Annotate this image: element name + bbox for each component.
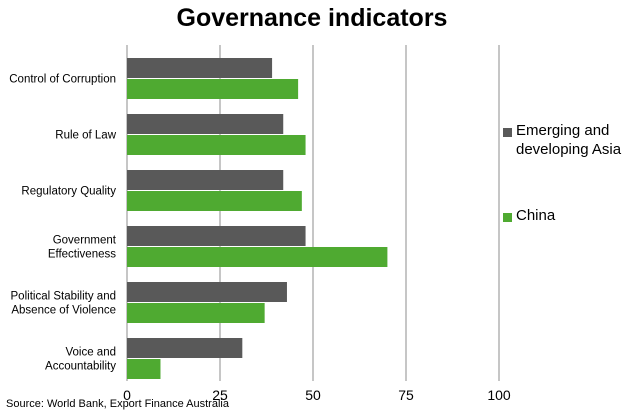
category-label: Regulatory Quality (21, 186, 116, 198)
bar-china (127, 359, 161, 379)
legend-label-china: China (516, 207, 556, 224)
legend-swatch-china (503, 213, 512, 222)
bar-emerging-asia (127, 170, 284, 190)
source-note: Source: World Bank, Export Finance Austr… (6, 398, 229, 410)
category-label: Rule of Law (55, 130, 116, 142)
category-label: Political Stability and Absence of Violen… (11, 291, 116, 317)
x-tick-label: 50 (305, 387, 321, 403)
legend-item-china: China (503, 206, 624, 225)
category-label: Voice and Accountability (45, 347, 116, 373)
bar-emerging-asia (127, 282, 287, 302)
bar-emerging-asia (127, 114, 284, 134)
bar-china (127, 79, 299, 99)
bar-emerging-asia (127, 338, 243, 358)
bar-china (127, 191, 302, 211)
x-tick-label: 100 (487, 387, 511, 403)
bar-china (127, 135, 306, 155)
bar-emerging-asia (127, 58, 273, 78)
chart-title: Governance indicators (176, 4, 448, 32)
bar-emerging-asia (127, 226, 306, 246)
bar-china (127, 303, 265, 323)
x-tick-label: 0 (123, 387, 131, 403)
bar-china (127, 247, 388, 267)
legend-label-emerging-asia: Emerging and developing Asia (516, 122, 622, 158)
x-tick-label: 75 (398, 387, 414, 403)
category-label: Government Effectiveness (48, 235, 117, 261)
legend-item-emerging-asia: Emerging and developing Asia (503, 121, 624, 159)
category-label: Control of Corruption (9, 74, 116, 86)
x-tick-label: 25 (212, 387, 228, 403)
legend-swatch-emerging-asia (503, 128, 512, 137)
